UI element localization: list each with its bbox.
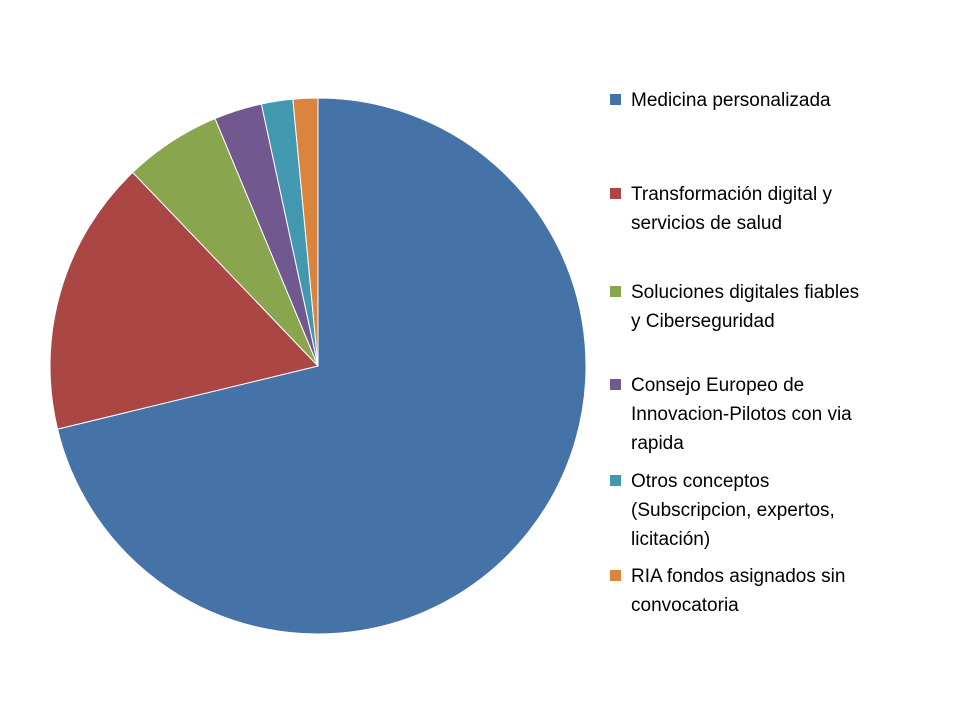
legend-item-1: Transformación digital y servicios de sa…	[610, 180, 910, 238]
legend-swatch	[610, 94, 621, 105]
legend-label: RIA fondos asignados sin convocatoria	[631, 566, 846, 616]
legend-swatch	[610, 286, 621, 297]
pie-slice-0	[56, 97, 587, 635]
legend-swatch	[610, 475, 621, 486]
legend-label: Otros conceptos (Subscripcion, expertos,…	[631, 471, 835, 550]
legend-label: Consejo Europeo de Innovacion-Pilotos co…	[631, 375, 852, 454]
legend-swatch	[610, 188, 621, 199]
legend-label: Transformación digital y servicios de sa…	[631, 184, 832, 234]
legend-item-0: Medicina personalizada	[610, 86, 910, 115]
legend-item-4: Otros conceptos (Subscripcion, expertos,…	[610, 467, 910, 554]
pie-slice-1	[49, 171, 319, 430]
legend-item-5: RIA fondos asignados sin convocatoria	[610, 562, 910, 620]
pie-slice-5	[292, 97, 319, 367]
legend-label: Medicina personalizada	[631, 90, 831, 111]
legend-label: Soluciones digitales fiables y Cibersegu…	[631, 282, 860, 332]
legend-swatch	[610, 379, 621, 390]
legend-item-3: Consejo Europeo de Innovacion-Pilotos co…	[610, 371, 910, 458]
legend-item-2: Soluciones digitales fiables y Cibersegu…	[610, 278, 910, 336]
legend-swatch	[610, 570, 621, 581]
